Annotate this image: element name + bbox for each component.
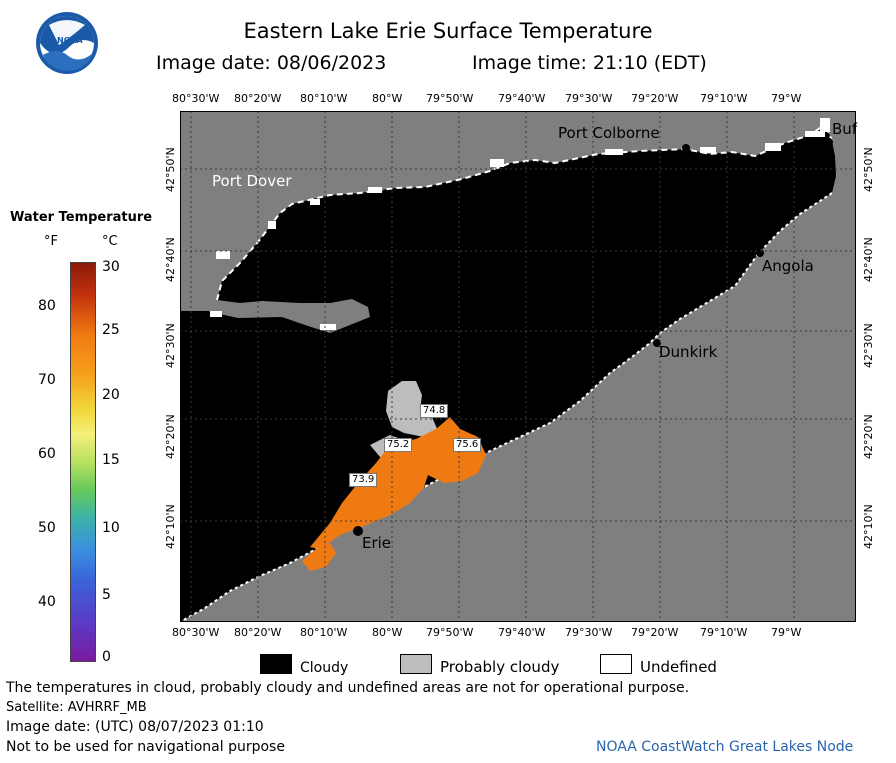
fahrenheit-tick: 40 — [38, 594, 56, 610]
celsius-tick: 30 — [102, 259, 120, 275]
lake-map — [180, 111, 856, 622]
lon-label: 79°30'W — [565, 626, 613, 639]
image-time: Image time: 21:10 (EDT) — [472, 52, 707, 74]
label-port-dover: Port Dover — [212, 172, 292, 190]
lon-label: 79°W — [771, 92, 802, 105]
colorbar — [70, 262, 96, 662]
legend-probably-cloudy: Probably cloudy — [440, 658, 560, 676]
lat-label: 42°50'N — [862, 147, 875, 192]
label-dunkirk: Dunkirk — [659, 343, 718, 361]
lat-label: 42°50'N — [164, 147, 177, 192]
fahrenheit-unit: °F — [44, 234, 58, 249]
lon-label: 80°W — [372, 626, 403, 639]
warm-water-area-2 — [302, 543, 336, 571]
noaa-logo: NOAA — [35, 11, 99, 75]
city-dot-port-colborne — [682, 144, 690, 152]
celsius-tick: 10 — [102, 520, 120, 536]
temp-tag: 75.6 — [453, 438, 482, 452]
legend-swatch-undefined — [600, 654, 632, 674]
utc-date: Image date: (UTC) 08/07/2023 01:10 — [6, 719, 264, 735]
fahrenheit-tick: 60 — [38, 446, 56, 462]
celsius-tick: 25 — [102, 322, 120, 338]
lon-label: 80°20'W — [234, 626, 282, 639]
temp-tag: 74.8 — [420, 404, 449, 418]
lon-label: 80°20'W — [234, 92, 282, 105]
lon-label: 79°50'W — [426, 626, 474, 639]
lon-label: 79°30'W — [565, 92, 613, 105]
lon-label: 79°20'W — [631, 92, 679, 105]
lon-label: 80°30'W — [172, 92, 220, 105]
legend-undefined: Undefined — [640, 658, 717, 676]
temp-tag: 73.9 — [349, 473, 378, 487]
lat-label: 42°40'N — [164, 237, 177, 282]
map-frame — [180, 111, 856, 622]
cloud-probable-area — [386, 381, 438, 437]
lat-label: 42°10'N — [164, 504, 177, 549]
image-date: Image date: 08/06/2023 — [156, 52, 387, 74]
disclaimer: The temperatures in cloud, probably clou… — [6, 680, 690, 696]
lat-label: 42°30'N — [862, 323, 875, 368]
lon-label: 79°20'W — [631, 626, 679, 639]
lon-label: 79°40'W — [498, 92, 546, 105]
lon-label: 79°50'W — [426, 92, 474, 105]
logo-text: NOAA — [57, 36, 83, 45]
temp-tag: 75.2 — [384, 438, 413, 452]
city-dot-dunkirk — [653, 339, 661, 347]
nav-warning: Not to be used for navigational purpose — [6, 739, 285, 755]
city-dot-angola — [756, 249, 764, 257]
label-port-colborne: Port Colborne — [558, 124, 660, 142]
lon-label: 80°10'W — [300, 626, 348, 639]
celsius-tick: 20 — [102, 387, 120, 403]
legend-swatch-cloudy — [260, 654, 292, 674]
colorbar-title: Water Temperature — [10, 210, 153, 225]
lon-label: 79°40'W — [498, 626, 546, 639]
fahrenheit-tick: 80 — [38, 298, 56, 314]
lon-label: 79°10'W — [700, 92, 748, 105]
city-dot-erie — [353, 526, 363, 536]
lat-lon-grid — [180, 111, 856, 622]
satellite-info: Satellite: AVHRRF_MB — [6, 700, 147, 715]
lon-label: 79°W — [771, 626, 802, 639]
map-title: Eastern Lake Erie Surface Temperature — [243, 19, 653, 43]
lon-label: 79°10'W — [700, 626, 748, 639]
warm-water-area — [310, 417, 486, 549]
south-shore — [180, 192, 833, 622]
legend-swatch-probably-cloudy — [400, 654, 432, 674]
lat-label: 42°20'N — [164, 414, 177, 459]
coast-undefined — [210, 118, 833, 330]
credit: NOAA CoastWatch Great Lakes Node — [596, 739, 854, 755]
lat-label: 42°20'N — [862, 414, 875, 459]
fahrenheit-tick: 50 — [38, 520, 56, 536]
label-erie: Erie — [362, 534, 392, 552]
lon-label: 80°W — [372, 92, 403, 105]
fahrenheit-tick: 70 — [38, 372, 56, 388]
lat-label: 42°10'N — [862, 504, 875, 549]
lat-label: 42°40'N — [862, 237, 875, 282]
lat-label: 42°30'N — [164, 323, 177, 368]
city-dot-buffalo — [825, 138, 833, 146]
celsius-tick: 0 — [102, 649, 111, 665]
celsius-tick: 15 — [102, 452, 120, 468]
celsius-unit: °C — [102, 234, 118, 249]
label-buffalo: Buf — [832, 120, 858, 138]
lon-label: 80°10'W — [300, 92, 348, 105]
label-angola: Angola — [762, 257, 814, 275]
legend-cloudy: Cloudy — [300, 660, 349, 676]
celsius-tick: 5 — [102, 587, 111, 603]
lon-label: 80°30'W — [172, 626, 220, 639]
